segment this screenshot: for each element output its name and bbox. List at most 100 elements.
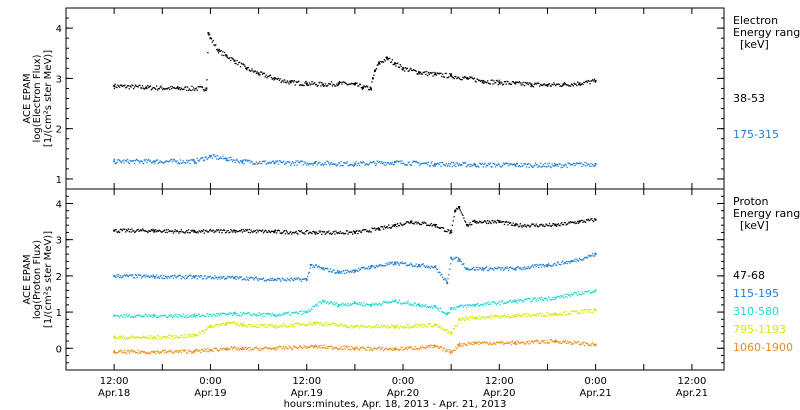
scatter-dot [538, 165, 540, 167]
scatter-dot [458, 317, 461, 320]
scatter-dot [427, 265, 430, 267]
scatter-dot [511, 164, 514, 166]
scatter-dot [555, 264, 558, 266]
scatter-dot [560, 166, 562, 169]
scatter-dot [488, 220, 491, 222]
scatter-dot [117, 315, 119, 317]
scatter-dot [151, 229, 153, 232]
scatter-dot [198, 331, 200, 333]
scatter-dot [544, 162, 546, 165]
scatter-dot [331, 85, 333, 87]
scatter-dot [533, 297, 536, 300]
scatter-dot [404, 164, 406, 166]
scatter-dot [306, 164, 308, 166]
scatter-dot [391, 59, 393, 61]
scatter-dot [555, 163, 558, 166]
scatter-dot [184, 86, 186, 88]
scatter-dot [262, 348, 265, 350]
scatter-dot [420, 323, 423, 326]
scatter-dot [272, 314, 274, 316]
scatter-dot [563, 311, 566, 313]
scatter-dot [388, 162, 390, 164]
scatter-dot [520, 162, 522, 165]
scatter-dot [124, 274, 126, 276]
scatter-dot [365, 163, 367, 165]
scatter-dot [303, 344, 305, 347]
scatter-dot [137, 274, 139, 276]
scatter-dot [342, 348, 344, 350]
scatter-dot [546, 265, 548, 267]
scatter-dot [284, 229, 286, 232]
scatter-dot [211, 315, 213, 317]
scatter-dot [415, 305, 417, 307]
scatter-dot [201, 230, 204, 233]
scatter-dot [346, 269, 348, 271]
scatter-dot [288, 311, 290, 313]
scatter-dot [282, 347, 284, 349]
scatter-dot [296, 81, 298, 84]
scatter-dot [252, 348, 254, 350]
scatter-dot [267, 279, 269, 281]
scatter-dot [359, 302, 361, 304]
scatter-dot [419, 305, 421, 307]
scatter-dot [241, 279, 243, 281]
scatter-dot [163, 277, 166, 280]
scatter-dot [186, 333, 189, 335]
scatter-dot [500, 166, 502, 168]
scatter-dot [515, 314, 517, 316]
scatter-dot [226, 56, 228, 59]
scatter-dot [193, 158, 195, 161]
scatter-dot [261, 71, 263, 73]
scatter-dot [227, 229, 229, 232]
scatter-dot [444, 230, 446, 232]
scatter-dot [175, 277, 177, 279]
scatter-dot [218, 349, 220, 352]
scatter-dot [434, 323, 437, 326]
scatter-dot [216, 48, 218, 51]
scatter-dot [543, 83, 545, 85]
scatter-dot [268, 347, 270, 350]
scatter-dot [484, 341, 486, 343]
scatter-dot [191, 85, 193, 87]
scatter-dot [224, 348, 227, 350]
y-axis-label-line: [1/(cm²s ster MeV)] [43, 231, 54, 328]
scatter-dot [424, 324, 426, 326]
scatter-dot [357, 85, 359, 87]
scatter-dot [285, 326, 288, 329]
scatter-dot [268, 312, 270, 314]
scatter-dot [340, 161, 342, 163]
scatter-dot [384, 348, 386, 350]
scatter-dot [394, 224, 396, 226]
scatter-dot [524, 298, 527, 300]
scatter-dot [201, 314, 203, 316]
scatter-dot [289, 161, 291, 164]
scatter-dot [276, 161, 278, 163]
scatter-dot [264, 324, 266, 326]
scatter-dot [592, 163, 594, 165]
scatter-dot [426, 163, 429, 166]
scatter-dot [409, 327, 411, 329]
scatter-dot [274, 348, 276, 350]
scatter-dot [409, 222, 411, 224]
scatter-dot [163, 230, 165, 232]
scatter-dot [394, 326, 396, 328]
scatter-dot [329, 301, 332, 303]
scatter-dot [171, 87, 173, 90]
scatter-dot [177, 85, 179, 88]
scatter-dot [148, 352, 150, 354]
scatter-dot [346, 347, 348, 349]
scatter-dot [340, 81, 342, 84]
scatter-dot [436, 308, 439, 310]
scatter-dot [363, 348, 365, 350]
scatter-dot [394, 300, 396, 302]
scatter-dot [260, 230, 262, 232]
scatter-dot [376, 64, 378, 66]
scatter-dot [369, 325, 371, 328]
scatter-dot [566, 223, 568, 225]
scatter-dot [543, 315, 545, 317]
scatter-dot [302, 232, 304, 235]
scatter-dot [344, 325, 347, 327]
scatter-dot [127, 228, 130, 230]
scatter-dot [475, 81, 477, 83]
scatter-dot [195, 232, 198, 234]
